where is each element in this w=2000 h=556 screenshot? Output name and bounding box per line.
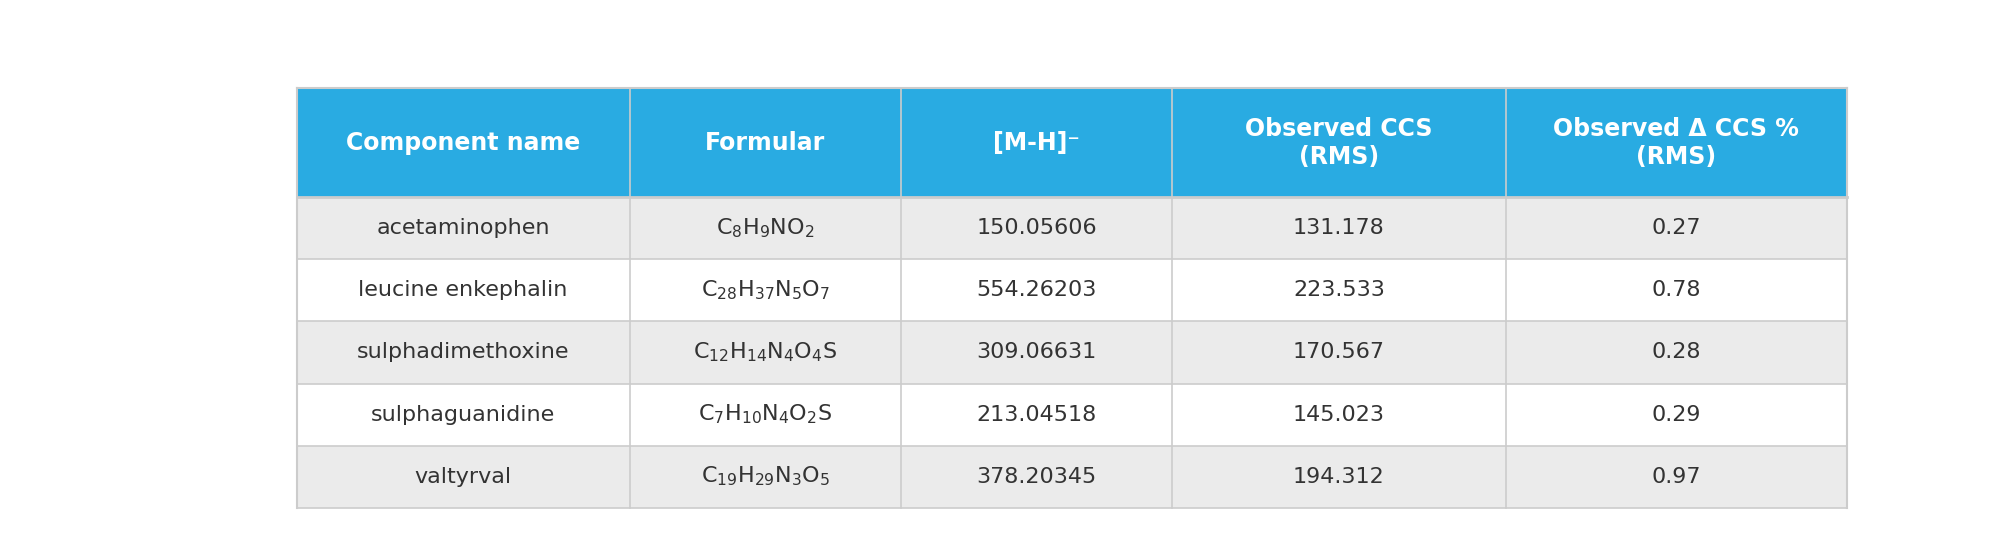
Text: C$_8$H$_9$NO$_2$: C$_8$H$_9$NO$_2$	[716, 216, 814, 240]
Bar	[630, 88, 900, 197]
Text: 0.27: 0.27	[1652, 219, 1700, 239]
Bar	[630, 445, 900, 508]
Bar	[1172, 88, 1506, 197]
Text: Component name: Component name	[346, 131, 580, 155]
Bar	[900, 321, 1172, 384]
Text: leucine enkephalin: leucine enkephalin	[358, 280, 568, 300]
Text: Formular: Formular	[706, 131, 826, 155]
Text: 0.97: 0.97	[1652, 466, 1700, 486]
Text: 223.533: 223.533	[1292, 280, 1384, 300]
Text: C$_{28}$H$_{37}$N$_5$O$_7$: C$_{28}$H$_{37}$N$_5$O$_7$	[700, 279, 830, 302]
Bar	[1172, 321, 1506, 384]
Bar	[1506, 259, 1846, 321]
Bar	[296, 88, 630, 197]
Bar	[1506, 321, 1846, 384]
Text: Observed Δ CCS %
(RMS): Observed Δ CCS % (RMS)	[1554, 117, 1798, 168]
Text: 309.06631: 309.06631	[976, 342, 1096, 363]
Bar	[1172, 445, 1506, 508]
Text: 213.04518: 213.04518	[976, 405, 1096, 425]
Bar	[1506, 88, 1846, 197]
Text: 0.28: 0.28	[1652, 342, 1700, 363]
Text: 145.023: 145.023	[1292, 405, 1384, 425]
Bar	[630, 197, 900, 259]
Text: valtyrval: valtyrval	[414, 466, 512, 486]
Bar	[900, 197, 1172, 259]
Bar	[296, 445, 630, 508]
Text: sulphaguanidine: sulphaguanidine	[372, 405, 556, 425]
Text: C$_{19}$H$_{29}$N$_3$O$_5$: C$_{19}$H$_{29}$N$_3$O$_5$	[700, 465, 830, 488]
Bar	[630, 384, 900, 445]
Bar	[900, 384, 1172, 445]
Bar	[1172, 259, 1506, 321]
Text: C$_{12}$H$_{14}$N$_4$O$_4$S: C$_{12}$H$_{14}$N$_4$O$_4$S	[694, 341, 838, 364]
Text: 131.178: 131.178	[1292, 219, 1384, 239]
Bar	[1506, 384, 1846, 445]
Text: [M-H]⁻: [M-H]⁻	[994, 131, 1080, 155]
Bar	[900, 88, 1172, 197]
Bar	[1506, 197, 1846, 259]
Bar	[630, 259, 900, 321]
Text: 170.567: 170.567	[1292, 342, 1384, 363]
Bar	[296, 384, 630, 445]
Bar	[1172, 384, 1506, 445]
Text: 194.312: 194.312	[1292, 466, 1384, 486]
Text: Observed CCS
(RMS): Observed CCS (RMS)	[1246, 117, 1432, 168]
Bar	[1506, 445, 1846, 508]
Bar	[630, 321, 900, 384]
Text: 378.20345: 378.20345	[976, 466, 1096, 486]
Bar	[1172, 197, 1506, 259]
Text: acetaminophen: acetaminophen	[376, 219, 550, 239]
Text: C$_7$H$_{10}$N$_4$O$_2$S: C$_7$H$_{10}$N$_4$O$_2$S	[698, 403, 832, 426]
Text: 554.26203: 554.26203	[976, 280, 1096, 300]
Bar	[296, 259, 630, 321]
Bar	[900, 259, 1172, 321]
Text: sulphadimethoxine: sulphadimethoxine	[356, 342, 570, 363]
Text: 0.29: 0.29	[1652, 405, 1700, 425]
Bar	[296, 321, 630, 384]
Bar	[900, 445, 1172, 508]
Text: 150.05606: 150.05606	[976, 219, 1096, 239]
Bar	[296, 197, 630, 259]
Text: 0.78: 0.78	[1652, 280, 1700, 300]
